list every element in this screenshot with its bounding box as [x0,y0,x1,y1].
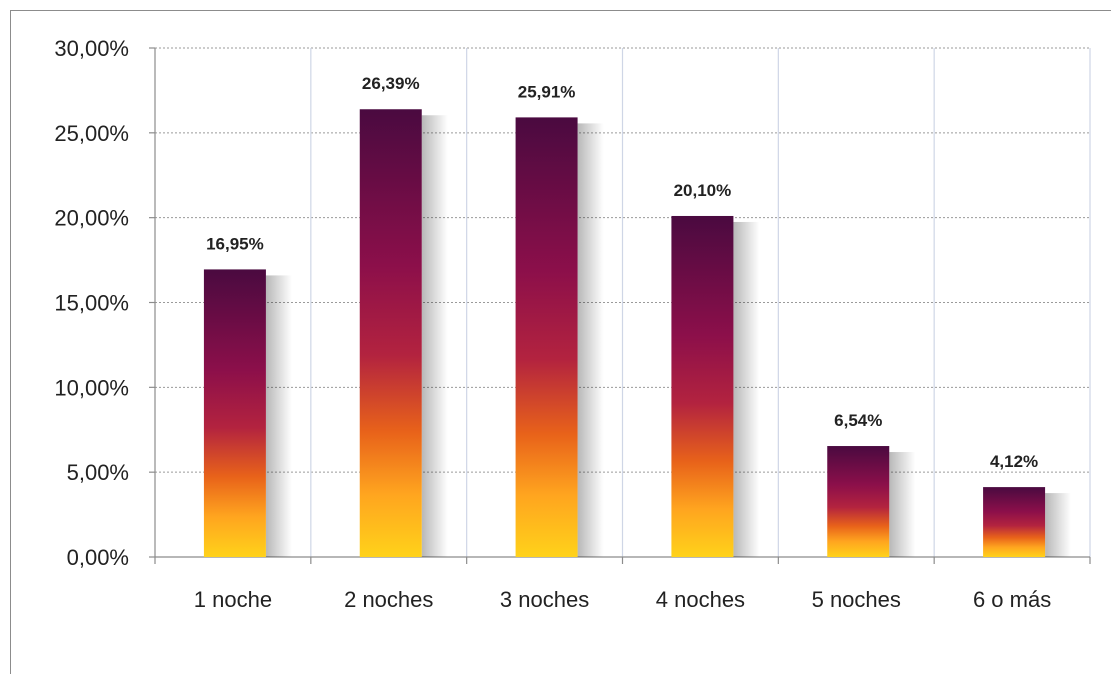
bar-shadow [1045,493,1072,557]
x-category-label: 1 noche [194,587,272,612]
bar-shadow [733,221,760,557]
x-category-label: 2 noches [344,587,433,612]
chart-frame [10,10,1111,674]
bar-value-label: 25,91% [518,82,576,101]
bar-shadow [889,452,916,557]
bar-4 [671,215,734,557]
bar-value-label: 6,54% [834,411,882,430]
bar-shadow [577,123,604,557]
axis-layer: 0,00% 5,00% 10,00% 15,00% 20,00% 25,00% 30,00% [54,36,1091,570]
bar-shadow [421,115,448,557]
label-layer: 16,95% 1 noche 26,39% 2 noches 25,91% 3 noche… [194,74,1051,612]
y-tick-label: 20,00% [54,206,129,231]
x-category-label: 3 noches [500,587,589,612]
bar-value-label: 26,39% [362,74,420,93]
y-tick-label: 5,00% [67,460,129,485]
y-tick-label: 30,00% [54,36,129,61]
bar-value-label: 16,95% [206,234,264,253]
bar-value-label: 20,10% [674,181,732,200]
bar-2 [359,109,422,557]
y-tick-label: 10,00% [54,375,129,400]
bar-5 [827,446,890,557]
x-category-label: 4 noches [656,587,745,612]
bar-3 [515,117,578,557]
y-tick-label: 0,00% [67,545,129,570]
bar-1 [203,269,266,557]
bar-shadow [265,275,292,557]
bar-6 [983,487,1046,557]
x-category-label: 5 noches [812,587,901,612]
y-tick-label: 15,00% [54,291,129,316]
bar-layer [203,109,1072,557]
bar-value-label: 4,12% [990,452,1038,471]
y-tick-label: 25,00% [54,121,129,146]
grid-layer [155,47,1091,557]
x-category-label: 6 o más [973,587,1051,612]
